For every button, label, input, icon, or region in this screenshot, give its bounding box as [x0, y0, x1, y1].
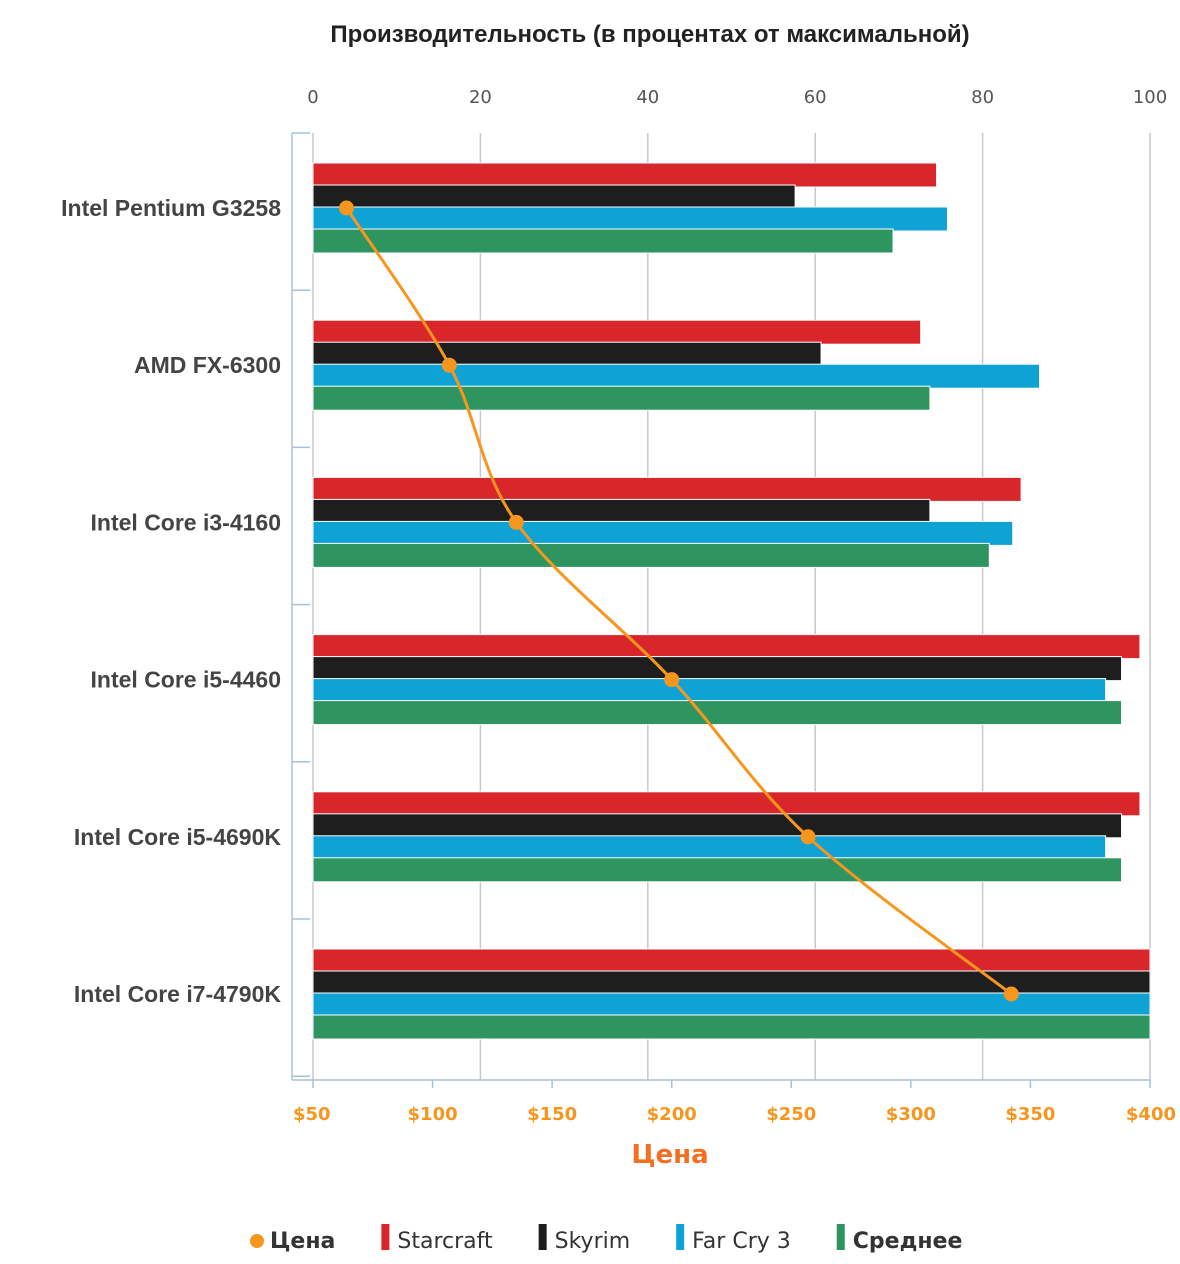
legend-item-far-cry-3: Far Cry 3: [676, 1224, 791, 1254]
price-axis: $50 $100 $150 $200 $250 $300 $350 $400: [293, 1080, 1176, 1125]
legend-marker: [836, 1224, 845, 1250]
legend-item-skyrim: Skyrim: [538, 1224, 631, 1254]
top-tick-label: 60: [804, 87, 827, 108]
price-point: [664, 672, 680, 688]
price-point: [441, 357, 457, 373]
bar-starcraft: [312, 791, 1141, 817]
price-axis-title: Цена: [631, 1140, 708, 1170]
bar-skyrim: [312, 970, 1151, 996]
bar-starcraft: [312, 634, 1141, 660]
bar-среднее: [312, 385, 931, 411]
price-line-series: [338, 200, 1019, 1002]
performance-axis: 0 20 40 60 80 100: [307, 87, 1167, 108]
bars: [312, 162, 1151, 1040]
top-tick-label: 20: [469, 87, 492, 108]
legend-item-среднее: Среднее: [836, 1224, 963, 1254]
price-tick-label: $50: [293, 1104, 331, 1125]
price-line: [345, 207, 1013, 996]
bar-среднее: [312, 542, 990, 568]
top-tick-label: 80: [971, 87, 994, 108]
category-label: Intel Core i3-4160: [91, 509, 281, 535]
bar-starcraft: [312, 948, 1151, 974]
bar-skyrim: [312, 498, 931, 524]
bar-среднее: [312, 700, 1123, 726]
price-tick-label: $150: [527, 1104, 577, 1125]
bar-skyrim: [312, 813, 1123, 839]
category-axis: Intel Pentium G3258 AMD FX-6300 Intel Core…: [61, 132, 1150, 1081]
category-label: Intel Core i7-4790K: [74, 981, 281, 1007]
legend-item-starcraft: Starcraft: [381, 1224, 493, 1254]
legend-marker: [381, 1224, 390, 1250]
bar-среднее: [312, 1014, 1151, 1040]
chart-title: Производительность (в процентах от макси…: [330, 21, 969, 48]
category-label: AMD FX-6300: [134, 352, 281, 378]
top-tick-label: 40: [636, 87, 659, 108]
top-tick-label: 0: [307, 87, 318, 108]
price-point: [800, 829, 816, 845]
legend-label: Far Cry 3: [692, 1229, 791, 1254]
price-tick-label: $250: [766, 1104, 816, 1125]
bar-far-cry-3: [312, 363, 1041, 389]
price-tick-label: $300: [886, 1104, 936, 1125]
legend-item-цена: Цена: [250, 1229, 335, 1254]
bar-starcraft: [312, 476, 1022, 502]
price-point: [1003, 986, 1019, 1002]
legend-label: Skyrim: [555, 1229, 631, 1254]
bar-far-cry-3: [312, 520, 1014, 546]
price-tick-label: $400: [1126, 1104, 1176, 1125]
bar-skyrim: [312, 341, 822, 367]
bar-far-cry-3: [312, 835, 1107, 861]
legend-label: Среднее: [853, 1229, 963, 1254]
category-label: Intel Pentium G3258: [61, 195, 281, 221]
price-point: [338, 200, 354, 216]
price-point: [508, 514, 524, 530]
category-label: Intel Core i5-4690K: [74, 824, 281, 850]
category-label: Intel Core i5-4460: [91, 667, 281, 693]
price-tick-label: $200: [647, 1104, 697, 1125]
legend: Цена Starcraft Skyrim Far Cry 3 Среднее: [250, 1224, 962, 1254]
legend-marker: [250, 1234, 264, 1248]
bar-far-cry-3: [312, 992, 1151, 1018]
bar-skyrim: [312, 184, 796, 210]
bar-starcraft: [312, 319, 922, 345]
legend-marker: [538, 1224, 547, 1250]
bar-среднее: [312, 228, 894, 254]
top-tick-label: 100: [1133, 87, 1167, 108]
bar-среднее: [312, 857, 1123, 883]
legend-marker: [676, 1224, 685, 1250]
grid-lines: [312, 133, 1151, 1080]
bar-skyrim: [312, 656, 1123, 682]
bar-far-cry-3: [312, 206, 948, 232]
price-tick-label: $100: [408, 1104, 458, 1125]
legend-label: Цена: [270, 1229, 335, 1254]
bar-starcraft: [312, 162, 938, 188]
bar-far-cry-3: [312, 678, 1107, 704]
price-tick-label: $350: [1005, 1104, 1055, 1125]
legend-label: Starcraft: [397, 1229, 493, 1254]
